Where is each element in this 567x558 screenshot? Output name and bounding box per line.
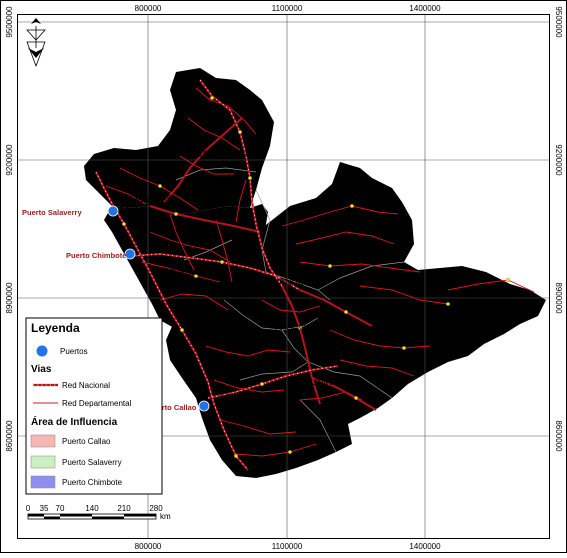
port-chimbote-label: Puerto Chimbote — [66, 251, 126, 260]
coord-left-3: 8900000 — [5, 282, 14, 314]
scale-tick-0: 0 — [26, 504, 31, 513]
legend-swatch-salaverry — [30, 455, 56, 469]
scale-tick-70: 70 — [56, 504, 65, 513]
coord-bottom-3: 1400000 — [409, 542, 441, 551]
legend-swatch-chimbote — [30, 475, 56, 489]
road-departmental-network — [105, 87, 535, 457]
scale-tick-35: 35 — [40, 504, 49, 513]
region-junin: JUNIN — [306, 377, 333, 387]
department-boundaries — [175, 167, 405, 453]
map-border — [17, 14, 550, 539]
scale-unit: km — [160, 512, 171, 521]
coord-left-1: 9500000 — [5, 6, 14, 38]
legend-area-callao: Puerto Callao — [62, 437, 111, 446]
region-san-martin: SAN MARTIN — [196, 149, 251, 159]
coord-top-1: 800000 — [135, 4, 162, 13]
graticule — [17, 14, 550, 539]
port-callao-label: Puerto Callao — [148, 403, 197, 412]
coord-right-1: 9500000 — [554, 6, 563, 38]
region-ucayali: UCAYALI — [380, 297, 417, 307]
coord-bottom-2: 1100000 — [272, 542, 303, 551]
legend-area-chimbote: Puerto Chimbote — [62, 478, 123, 487]
coord-right-4: 8600000 — [554, 420, 563, 452]
legend-title: Leyenda — [31, 321, 80, 335]
region-ancash: ANCASH — [160, 267, 198, 277]
coord-top-2: 1100000 — [272, 4, 303, 13]
region-huanuco: HUANUCO — [266, 277, 312, 287]
legend-port-icon — [36, 345, 48, 357]
scale-tick-280: 280 — [149, 504, 163, 513]
region-pasco: PASCO — [275, 322, 306, 332]
scale-bar: 0 35 70 140 210 280 km — [26, 504, 171, 521]
coord-right-2: 9200000 — [554, 144, 563, 176]
port-salaverry-marker[interactable] — [107, 205, 119, 217]
area-chimbote — [104, 204, 268, 328]
port-salaverry-label: Puerto Salaverry — [22, 208, 82, 217]
north-arrow-icon — [26, 18, 46, 68]
coord-bottom-1: 800000 — [135, 542, 162, 551]
legend-red-departamental: Red Departamental — [62, 399, 132, 408]
legend-area-salaverry: Puerto Salaverry — [62, 458, 122, 467]
coord-left-4: 8600000 — [5, 420, 14, 452]
area-salaverry — [84, 68, 274, 214]
legend-swatch-callao — [30, 434, 56, 448]
town-markers — [122, 96, 510, 458]
scale-tick-210: 210 — [117, 504, 131, 513]
region-lima: LIMA — [220, 392, 241, 402]
legend-roads-title: Vias — [31, 364, 52, 375]
legend-red-nacional: Red Nacional — [62, 381, 110, 390]
scale-tick-140: 140 — [85, 504, 99, 513]
region-la-libertad: LA LIBERTAD — [117, 194, 174, 204]
coord-right-3: 8900000 — [554, 282, 563, 314]
legend-area-title: Área de Influencia — [31, 415, 118, 428]
coord-top-3: 1400000 — [409, 4, 441, 13]
port-chimbote-marker[interactable] — [124, 248, 136, 260]
legend-ports-label: Puertos — [60, 347, 88, 356]
legend: Leyenda Puertos Vias Red Nacional Red De… — [25, 317, 163, 495]
port-callao-marker[interactable] — [198, 400, 210, 412]
coord-left-2: 9200000 — [5, 144, 14, 176]
